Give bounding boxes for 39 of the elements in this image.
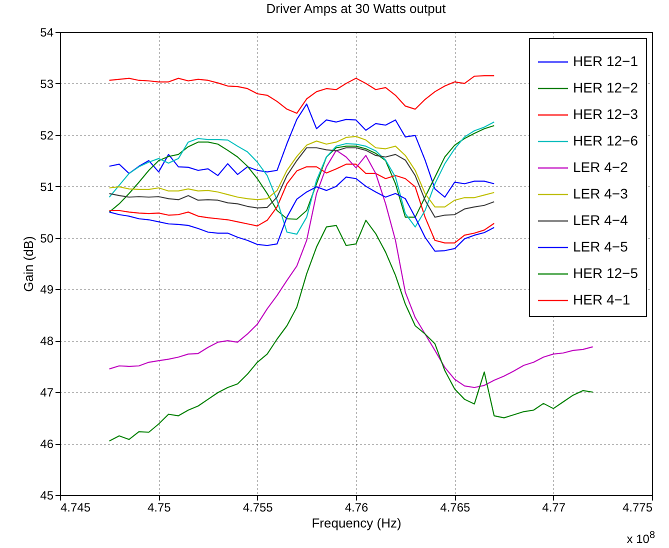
line-series xyxy=(108,125,495,220)
text: x 10$^{8}$ xyxy=(626,530,655,546)
x-tick-label: 4.765 xyxy=(440,500,471,514)
line-series xyxy=(108,121,495,235)
legend-label: HER 12−6 xyxy=(573,132,638,148)
x-tick-label: 4.775 xyxy=(622,500,653,514)
y-axis-title: Gain (dB) xyxy=(21,236,36,292)
y-tick-label: 47 xyxy=(40,386,54,400)
legend-label: HER 4−1 xyxy=(573,292,630,308)
line-series xyxy=(108,136,495,208)
chart-title: Driver Amps at 30 Watts output xyxy=(266,1,446,16)
legend-label: HER 12−3 xyxy=(573,106,638,122)
y-tick-label: 53 xyxy=(40,76,54,91)
legend-label: HER 12−2 xyxy=(573,80,638,96)
y-tick-label: 46 xyxy=(40,437,54,452)
y-tick-label: 51 xyxy=(40,180,54,194)
y-tick-label: 48 xyxy=(40,334,54,348)
legend-label: HER 12−5 xyxy=(573,265,638,281)
x-tick-label: 4.76 xyxy=(344,500,368,514)
y-tick-label: 50 xyxy=(40,231,54,246)
legend-label: LER 4−4 xyxy=(573,212,628,228)
y-tick-label: 49 xyxy=(40,282,54,297)
x-axis-title: Frequency (Hz) xyxy=(312,516,402,530)
legend-label: LER 4−2 xyxy=(573,159,628,175)
y-tick-label: 52 xyxy=(40,128,54,142)
legend-label: HER 12−1 xyxy=(573,53,638,69)
y-tick-label: 54 xyxy=(40,26,54,40)
line-series xyxy=(108,103,495,198)
line-series xyxy=(108,164,495,244)
x-tick-label: 4.745 xyxy=(60,500,91,514)
line-series xyxy=(108,147,495,218)
y-tick-label: 45 xyxy=(40,488,54,502)
legend-label: LER 4−5 xyxy=(573,238,628,254)
line-series xyxy=(108,176,495,252)
x-tick-label: 4.755 xyxy=(242,500,274,514)
x-tick-label: 4.75 xyxy=(147,500,172,514)
legend-label: LER 4−3 xyxy=(573,186,628,202)
line-series xyxy=(108,75,495,114)
x-tick-label: 4.77 xyxy=(542,500,566,514)
